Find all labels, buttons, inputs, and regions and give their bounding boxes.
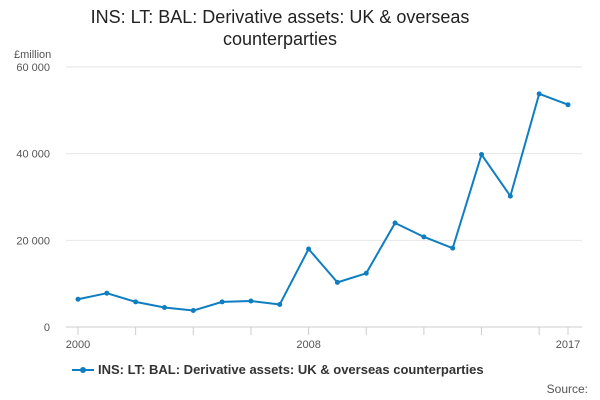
- data-point: [421, 234, 427, 240]
- data-point: [219, 299, 225, 305]
- chart-title: INS: LT: BAL: Derivative assets: UK & ov…: [90, 7, 470, 49]
- y-axis-ticks: 0 20 000 40 000 60 000: [16, 62, 50, 334]
- x-tick-label: 2008: [296, 339, 320, 351]
- data-point: [392, 220, 398, 226]
- data-point: [104, 290, 110, 296]
- series-line: [77, 92, 569, 312]
- legend-label: INS: LT: BAL: Derivative assets: UK & ov…: [98, 362, 484, 377]
- y-tick-label: 0: [44, 322, 50, 334]
- data-point: [277, 301, 283, 307]
- x-tick-label: 2017: [556, 339, 580, 351]
- legend-marker: [80, 366, 86, 373]
- data-point: [190, 308, 196, 314]
- data-point: [306, 246, 312, 252]
- data-point: [248, 298, 254, 304]
- gridlines: [66, 66, 582, 241]
- x-tick-label: 2000: [66, 339, 90, 351]
- y-axis-unit-label: £million: [14, 49, 51, 61]
- data-point: [161, 305, 167, 310]
- data-point: [479, 152, 485, 158]
- data-point: [363, 270, 369, 276]
- y-tick-label: 60 000: [16, 62, 50, 74]
- data-point: [565, 102, 571, 108]
- x-axis-ticks: 2000 2008 2017: [66, 327, 580, 351]
- data-point: [75, 296, 81, 302]
- data-point: [507, 193, 513, 199]
- data-point: [450, 245, 456, 251]
- legend: INS: LT: BAL: Derivative assets: UK & ov…: [72, 362, 484, 377]
- legend-swatch: [72, 364, 94, 376]
- source-label: Source:: [546, 382, 588, 396]
- y-tick-label: 20 000: [16, 235, 50, 247]
- data-point: [536, 91, 542, 97]
- data-point: [133, 299, 139, 305]
- data-point: [334, 279, 340, 285]
- y-tick-label: 40 000: [16, 149, 50, 161]
- series-layer: [75, 91, 571, 314]
